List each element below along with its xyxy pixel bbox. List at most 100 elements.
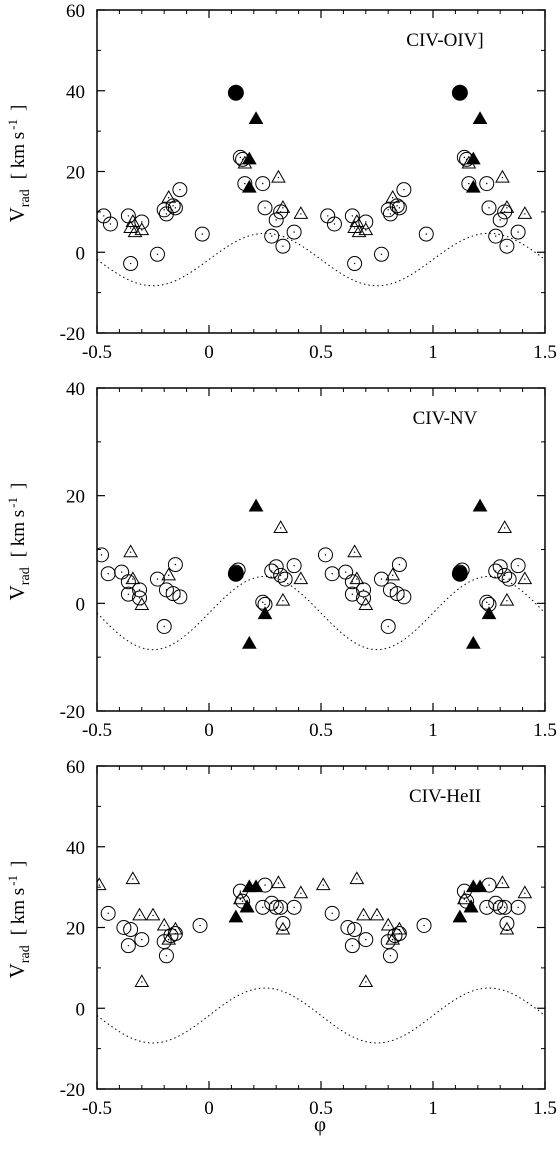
open-triangle-point: [132, 907, 147, 921]
open-circle-point: [479, 176, 495, 192]
open-circle-point: [317, 547, 333, 563]
circle-center-dot: [324, 554, 327, 556]
open-triangle-point: [168, 921, 183, 935]
triangle-center-dot: [362, 914, 365, 917]
circle-center-dot: [239, 156, 242, 159]
open-triangle-point: [315, 877, 331, 891]
open-triangle-point: [145, 907, 161, 921]
plot-frame: [96, 9, 546, 334]
open-circle-point: [510, 558, 526, 574]
open-circle-point: [373, 571, 389, 587]
circle-center-dot: [486, 601, 488, 603]
triangle-center-dot: [391, 938, 394, 941]
triangle-center-dot: [132, 221, 134, 223]
circle-center-dot: [488, 603, 490, 606]
panel-1: -0.5 0 0.5 1 1.5 -20 0 20 40 60 CIV-OIV] Vrad[ km s…: [5, 1, 557, 363]
open-circle-point: [340, 920, 356, 935]
open-triangle-point: [356, 907, 371, 921]
triangle-center-dot: [279, 527, 282, 529]
circle-center-dot: [174, 207, 177, 209]
circle-center-dot: [129, 928, 132, 931]
circle-center-dot: [463, 156, 466, 159]
x-tick-label: 0.5: [309, 342, 333, 363]
circle-center-dot: [486, 182, 488, 185]
open-triangle-point: [271, 169, 286, 183]
open-circle-point: [326, 216, 342, 232]
circle-center-dot: [387, 209, 389, 211]
circle-center-dot: [353, 262, 356, 265]
circle-center-dot: [465, 900, 468, 902]
circle-center-dot: [423, 924, 425, 927]
circle-center-dot: [138, 589, 141, 591]
panel-title: CIV-NV: [413, 408, 478, 429]
open-circle-point: [501, 571, 517, 587]
open-circle-point: [264, 228, 280, 244]
open-circle-point: [510, 224, 526, 240]
triangle-center-dot: [129, 227, 132, 229]
circle-center-dot: [138, 597, 141, 599]
open-circle-point: [165, 586, 181, 602]
open-circle-point: [324, 905, 340, 921]
open-circle-point: [273, 899, 289, 915]
filled-circle-point: [451, 565, 468, 582]
triangle-center-dot: [391, 197, 394, 199]
open-triangle-point: [293, 885, 309, 899]
open-circle-point: [120, 938, 136, 954]
triangle-center-dot: [365, 604, 367, 606]
circle-center-dot: [262, 182, 264, 185]
filled-triangle-point: [248, 498, 264, 512]
filled-triangle-point: [248, 111, 264, 125]
open-triangle-point: [127, 224, 143, 238]
open-circle-point: [347, 922, 363, 938]
circle-center-dot: [127, 215, 130, 217]
open-triangle-point: [392, 921, 407, 935]
filled-circle-point: [451, 84, 468, 101]
open-circle-point: [358, 932, 374, 948]
open-circle-point: [380, 202, 396, 218]
filled-triangle-point: [465, 635, 481, 649]
circle-center-dot: [163, 625, 165, 628]
open-circle-point: [382, 948, 398, 964]
circle-center-dot: [244, 182, 246, 185]
circle-center-dot: [279, 574, 282, 577]
open-circle-point: [120, 586, 136, 602]
open-circle-point: [358, 214, 374, 230]
triangle-center-dot: [141, 229, 143, 231]
open-circle-point: [418, 226, 434, 242]
circle-center-dot: [141, 221, 143, 223]
y-tick-label: 0: [76, 999, 86, 1020]
x-tick-label: -0.5: [82, 720, 112, 741]
circle-center-dot: [129, 262, 132, 265]
triangle-center-dot: [167, 574, 170, 577]
circle-center-dot: [351, 215, 354, 217]
open-triangle-point: [497, 520, 513, 533]
circle-center-dot: [499, 906, 501, 909]
circle-center-dot: [517, 906, 519, 909]
circle-center-dot: [365, 221, 367, 223]
open-triangle-point: [456, 891, 472, 905]
x-tick-label: 1: [428, 720, 438, 741]
y-axis-label: Vrad[ km s-1]: [5, 861, 33, 979]
data-points: [97, 498, 533, 649]
panel-3: -0.5 0 0.5 1 1.5 -20 0 20 40 60 CIV-HeII Vrad[ km s…: [5, 757, 557, 1119]
open-circle-point: [389, 586, 405, 602]
circle-center-dot: [179, 188, 181, 191]
open-triangle-point: [495, 169, 510, 183]
open-circle-point: [264, 895, 280, 911]
circle-center-dot: [293, 231, 295, 233]
triangle-center-dot: [239, 898, 242, 900]
y-axis-label: Vrad[ km s-1]: [5, 105, 33, 223]
open-triangle-point: [358, 974, 374, 988]
open-triangle-point: [273, 520, 289, 533]
open-triangle-point: [358, 597, 374, 610]
circle-center-dot: [398, 207, 401, 209]
triangle-center-dot: [138, 914, 141, 917]
circle-center-dot: [275, 906, 277, 909]
circle-center-dot: [495, 235, 497, 237]
circle-center-dot: [100, 554, 103, 556]
open-circle-point: [344, 574, 360, 590]
open-triangle-point: [125, 871, 141, 885]
x-tick-label: -0.5: [82, 342, 112, 363]
circle-center-dot: [403, 188, 405, 191]
open-triangle-point: [369, 907, 385, 921]
